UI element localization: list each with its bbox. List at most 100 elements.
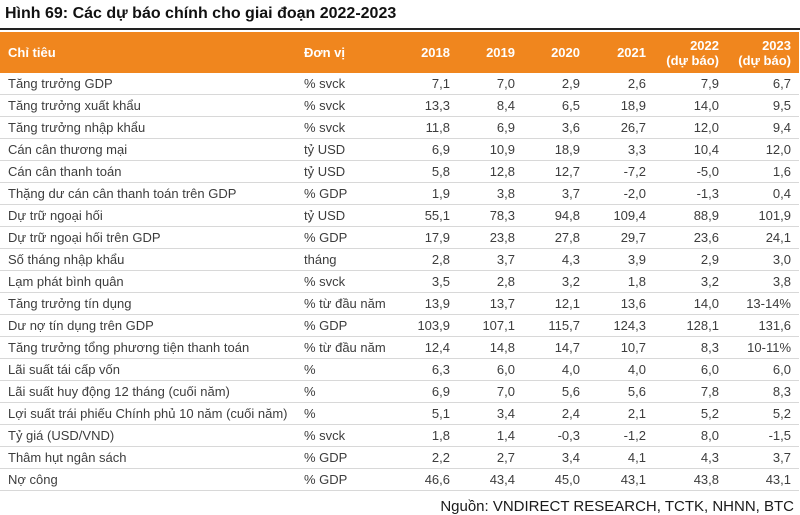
table-row: Số tháng nhập khẩu tháng 2,8 3,7 4,3 3,9 2,9 3,… [0,248,799,271]
cell-value: 3,6 [523,116,588,139]
cell-indicator: Dự trữ ngoại hối [0,204,296,227]
cell-indicator: Lãi suất tái cấp vốn [0,358,296,381]
column-header-3: 2019 [458,32,523,73]
column-header-sublabel: (dự báo) [738,52,791,68]
cell-value: 12,4 [396,336,458,359]
cell-unit: tháng [296,248,396,271]
cell-value: 7,1 [396,73,458,95]
cell-unit: % từ đầu năm [296,336,396,359]
cell-indicator: Thặng dư cán cân thanh toán trên GDP [0,182,296,205]
cell-value: 18,9 [523,138,588,161]
cell-value: 6,3 [396,358,458,381]
cell-value: 4,3 [523,248,588,271]
cell-indicator: Thâm hụt ngân sách [0,446,296,469]
column-header-label: Đơn vị [304,45,346,60]
cell-value: 94,8 [523,204,588,227]
cell-value: 7,0 [458,73,523,95]
cell-value: 4,3 [654,446,727,469]
cell-value: 13,3 [396,94,458,117]
cell-value: 12,8 [458,160,523,183]
cell-value: 124,3 [588,314,654,337]
cell-value: 12,1 [523,292,588,315]
cell-value: 5,1 [396,402,458,425]
cell-value: 13,9 [396,292,458,315]
column-header-2: 2018 [396,32,458,73]
cell-value: 14,0 [654,94,727,117]
cell-value: 88,9 [654,204,727,227]
cell-value: 13,6 [588,292,654,315]
cell-unit: % svck [296,94,396,117]
cell-value: 5,6 [588,380,654,403]
column-header-label: 2018 [421,45,450,60]
cell-value: 2,2 [396,446,458,469]
cell-unit: % [296,402,396,425]
cell-indicator: Tăng trưởng tổng phương tiện thanh toán [0,336,296,359]
table-row: Dư nợ tín dụng trên GDP% GDP 103,9 107,1 11… [0,314,799,337]
cell-value: 23,8 [458,226,523,249]
cell-value: 43,8 [654,468,727,491]
cell-indicator: Dự trữ ngoại hối trên GDP [0,226,296,249]
cell-value: 10,9 [458,138,523,161]
cell-unit: % GDP [296,314,396,337]
table-row: Lạm phát bình quân% svck 3,5 2,8 3,2 1,8 3,2 3… [0,270,799,293]
cell-value: 5,8 [396,160,458,183]
cell-value: 0,4 [727,182,799,205]
cell-value: 12,7 [523,160,588,183]
cell-value: 3,2 [523,270,588,293]
cell-value: 29,7 [588,226,654,249]
column-header-5: 2021 [588,32,654,73]
cell-indicator: Cán cân thanh toán [0,160,296,183]
cell-value: -7,2 [588,160,654,183]
column-header-6: 2022 (dự báo) [654,32,727,73]
cell-value: 46,6 [396,468,458,491]
cell-value: -1,3 [654,182,727,205]
cell-value: 2,8 [458,270,523,293]
cell-value: 8,4 [458,94,523,117]
cell-value: 6,0 [727,358,799,381]
table-row: Thâm hụt ngân sách% GDP 2,2 2,7 3,4 4,1 4,3 3,… [0,446,799,469]
cell-value: 2,4 [523,402,588,425]
table-row: Cán cân thanh toán tỷ USD 5,8 12,8 12,7 -7,2-… [0,160,799,183]
cell-value: 3,8 [458,182,523,205]
cell-value: 10,4 [654,138,727,161]
column-header-label: 2022 [690,37,719,53]
cell-value: 6,7 [727,73,799,95]
cell-value: -1,2 [588,424,654,447]
table-row: Tỷ giá (USD/VND)% svck 1,8 1,4 -0,3 -1,2 8,0-… [0,424,799,447]
table-row: Tăng trưởng tín dụng% từ đầu năm 13,9 13,7… [0,292,799,315]
cell-value: 3,7 [727,446,799,469]
cell-value: -5,0 [654,160,727,183]
cell-value: 6,9 [396,380,458,403]
cell-value: -0,3 [523,424,588,447]
cell-value: 6,9 [458,116,523,139]
cell-value: 2,1 [588,402,654,425]
cell-value: 1,8 [588,270,654,293]
cell-value: 43,1 [588,468,654,491]
cell-indicator: Nợ công [0,468,296,491]
source-note: Nguồn: VNDIRECT RESEARCH, TCTK, NHNN, BT… [440,498,794,515]
cell-value: 5,2 [654,402,727,425]
table-row: Tăng trưởng nhập khẩu% svck 11,8 6,9 3,6 26,… [0,116,799,139]
column-header-7: 2023 (dự báo) [727,32,799,73]
cell-indicator: Lạm phát bình quân [0,270,296,293]
header-row: Chỉ tiêu Đơn vị 2018 2019 2020 2021 2022 (dự bá… [0,32,799,73]
table-row: Tăng trưởng tổng phương tiện thanh toán%… [0,336,799,359]
cell-unit: % GDP [296,182,396,205]
cell-unit: % svck [296,116,396,139]
cell-value: 12,0 [654,116,727,139]
cell-indicator: Tăng trưởng tín dụng [0,292,296,315]
cell-value: 101,9 [727,204,799,227]
cell-unit: % svck [296,73,396,95]
cell-value: -2,0 [588,182,654,205]
cell-unit: % GDP [296,226,396,249]
cell-value: 128,1 [654,314,727,337]
cell-indicator: Số tháng nhập khẩu [0,248,296,271]
cell-unit: % svck [296,424,396,447]
cell-value: 6,5 [523,94,588,117]
cell-value: 24,1 [727,226,799,249]
cell-value: 6,0 [654,358,727,381]
cell-value: 14,8 [458,336,523,359]
cell-unit: tỷ USD [296,204,396,227]
table-row: Dự trữ ngoại hối tỷ USD 55,1 78,3 94,8 109,4 8… [0,204,799,227]
cell-value: 2,7 [458,446,523,469]
